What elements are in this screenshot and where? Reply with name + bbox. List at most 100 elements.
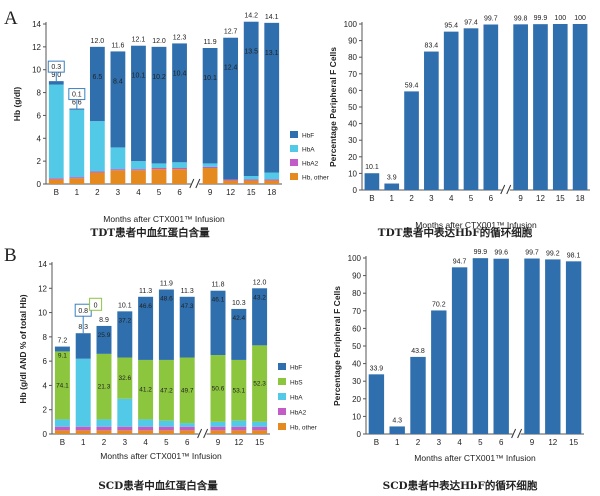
bar-segment-hba2 — [243, 179, 259, 181]
axis-break-mark — [506, 184, 512, 195]
segment-label-hbs: 21.3 — [98, 384, 111, 391]
x-tick-label: 2 — [409, 194, 414, 203]
bar-segment-hb-other — [117, 430, 133, 434]
bar-segment-hb-other — [202, 168, 218, 184]
segment-label-hbs: 49.7 — [181, 387, 194, 394]
bar-segment-hbs — [252, 345, 268, 422]
y-tick-label: 8 — [37, 89, 42, 98]
bar — [524, 258, 540, 434]
bar-segment-hba2 — [231, 426, 247, 431]
bar-segment-hba2 — [75, 426, 91, 431]
legend-swatch — [278, 363, 286, 370]
segment-label-hbs: 47.2 — [160, 387, 173, 394]
bar — [513, 24, 528, 190]
bar — [451, 267, 468, 434]
bar-segment-hbf — [117, 311, 133, 358]
bar-segment-hbf — [172, 43, 187, 163]
x-tick-label: 4 — [449, 194, 454, 203]
bar — [389, 426, 405, 434]
bar-segment-hbs — [54, 351, 70, 420]
bar-segment-hba — [231, 420, 247, 427]
panel-label-b: B — [4, 245, 17, 266]
x-tick-label: 1 — [395, 438, 400, 447]
y-tick-label: 20 — [348, 153, 357, 162]
x-tick-label: 4 — [143, 438, 148, 447]
bar-segment-hba — [131, 161, 146, 170]
y-tick-label: 6 — [43, 357, 48, 366]
x-tick-label: 12 — [536, 194, 545, 203]
segment-label-hbf: 0.1 — [72, 92, 82, 99]
legend-swatch — [278, 408, 286, 415]
bar-segment-hbf — [89, 46, 105, 122]
axis-break-mark — [189, 178, 195, 189]
x-tick-label: 5 — [164, 438, 169, 447]
axis-break-mark — [195, 178, 201, 189]
y-tick-label: 40 — [352, 360, 361, 369]
bar-segment-hb-other — [243, 180, 259, 184]
legend-label: HbA — [290, 395, 303, 402]
bar — [410, 356, 426, 434]
x-tick-label: 2 — [95, 188, 100, 197]
y-tick-label: 0 — [37, 180, 42, 189]
y-tick-label: 50 — [348, 103, 357, 112]
x-tick-label: 5 — [157, 188, 162, 197]
bar-segment-hba2 — [131, 169, 146, 171]
bar-value-label: 43.8 — [411, 348, 425, 355]
bar-value-label: 33.9 — [370, 365, 384, 372]
bar-segment-hb-other — [110, 170, 126, 184]
y-tick-label: 12 — [38, 284, 47, 293]
y-axis-title: Percentage Peripheral F Cells — [332, 286, 342, 406]
bar-value-label: 100 — [574, 15, 586, 22]
bar-segment-hb-other — [75, 430, 91, 434]
bar-segment-hba — [264, 172, 280, 180]
y-tick-label: 30 — [352, 377, 361, 386]
bar-total-label: 12.0 — [253, 279, 267, 286]
bar-value-label: 95.4 — [444, 23, 458, 30]
y-tick-label: 4 — [43, 381, 48, 390]
y-tick-label: 50 — [352, 342, 361, 351]
x-tick-label: 9 — [530, 438, 535, 447]
segment-label-hbf: 42.4 — [232, 315, 245, 322]
bar-total-label: 11.3 — [181, 288, 194, 295]
bar-value-label: 99.6 — [494, 250, 508, 257]
bar-segment-hbs — [179, 357, 195, 424]
x-tick-label: 15 — [569, 438, 578, 447]
x-tick-label: B — [60, 438, 65, 447]
segment-label-box — [89, 297, 103, 311]
y-tick-label: 30 — [348, 136, 357, 145]
axis-break-mark — [197, 428, 203, 439]
bar — [572, 24, 588, 190]
legend-label: HbA — [302, 147, 315, 154]
bar-segment-hb-other — [172, 169, 187, 184]
bar-segment-hba2 — [158, 426, 174, 431]
bar-segment-hba — [243, 176, 259, 180]
segment-label-hbf: 10.1 — [203, 75, 217, 82]
bar — [472, 258, 489, 434]
bar — [368, 374, 385, 434]
y-tick-label: 100 — [344, 20, 358, 29]
bar-segment-hbf — [131, 45, 146, 162]
x-tick-label: 6 — [499, 438, 504, 447]
axis-break-mask — [198, 429, 207, 439]
bar-value-label: 99.9 — [474, 249, 488, 256]
bar-segment-hbf — [210, 290, 226, 356]
bar-segment-hba — [172, 162, 187, 168]
bar-total-label: 10.1 — [118, 302, 132, 309]
segment-label-hbf: 10.4 — [173, 70, 187, 77]
segment-label-hbs: 52.3 — [253, 381, 266, 388]
segment-label-hbf: 37.2 — [118, 317, 131, 324]
bar-segment-hb-other — [158, 430, 174, 434]
bar-segment-hbf — [96, 325, 112, 354]
bar-segment-hbf — [243, 21, 259, 177]
bar-value-label: 97.4 — [464, 19, 478, 26]
bar-segment-hb-other — [48, 179, 64, 184]
segment-label-hbf: 8.4 — [113, 78, 123, 85]
bar-total-label: 11.9 — [160, 281, 173, 288]
legend-swatch — [290, 159, 298, 166]
bar-segment-hba2 — [96, 426, 112, 431]
legend-swatch — [290, 131, 298, 138]
legend-label: HbF — [290, 365, 302, 372]
segment-label-hbf: 46.1 — [212, 297, 225, 304]
segment-label-hbs: 50.6 — [212, 385, 225, 392]
